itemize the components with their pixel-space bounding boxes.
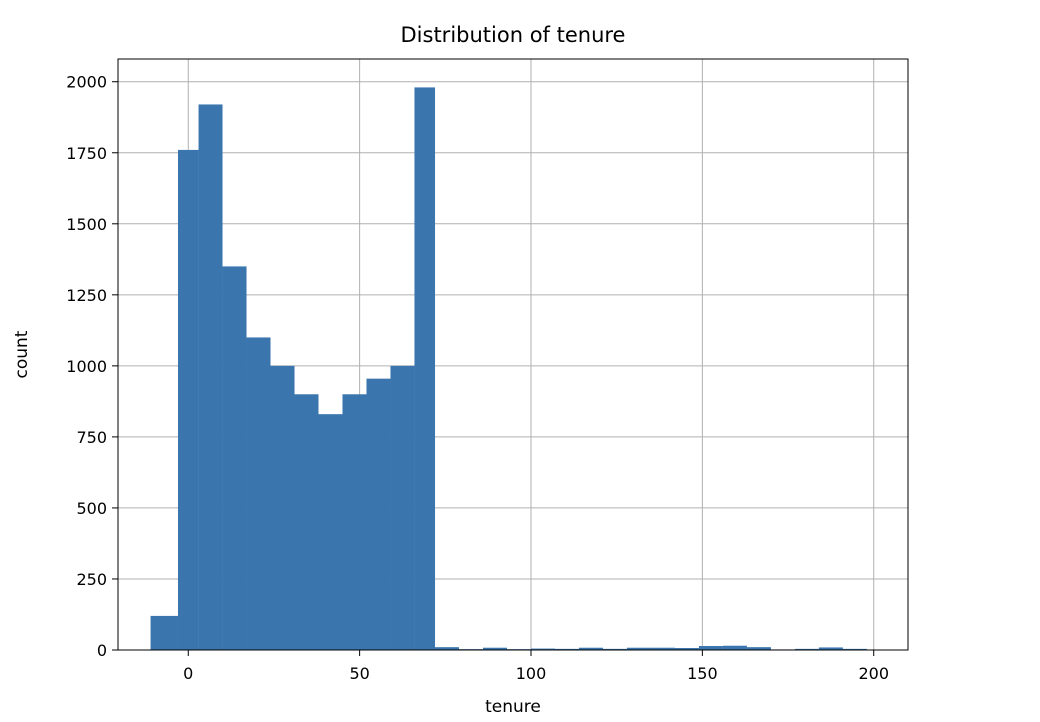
- histogram-bar: [366, 378, 391, 650]
- histogram-bar: [222, 266, 247, 650]
- plot-frame: [117, 58, 909, 651]
- x-axis-label: tenure: [485, 697, 541, 717]
- histogram-bar: [554, 648, 579, 650]
- y-tick-label: 1000: [66, 357, 107, 376]
- histogram-bar: [746, 647, 771, 650]
- y-tick-label: 750: [76, 428, 107, 447]
- histogram-bar: [626, 647, 651, 650]
- y-tick-label: 250: [76, 570, 107, 589]
- y-tick-label: 2000: [66, 73, 107, 92]
- x-axis-ticks: 0 50 100 150 200: [183, 650, 889, 683]
- histogram-bar: [435, 647, 460, 650]
- x-tick-label: 50: [349, 664, 369, 683]
- y-tick-label: 1250: [66, 286, 107, 305]
- histogram-bar: [530, 648, 555, 650]
- x-tick-label: 100: [516, 664, 547, 683]
- y-tick-label: 500: [76, 499, 107, 518]
- histogram-bar: [722, 645, 747, 650]
- x-tick-label: 200: [858, 664, 889, 683]
- histogram-bar: [818, 647, 843, 650]
- y-axis-label: count: [12, 330, 32, 378]
- histogram-bar: [390, 365, 415, 650]
- histogram-bar: [650, 647, 675, 650]
- x-tick-label: 0: [183, 664, 193, 683]
- x-tick-label: 150: [687, 664, 718, 683]
- histogram-bar: [483, 647, 508, 650]
- histogram-bar: [318, 414, 343, 650]
- histogram-bar: [674, 648, 699, 650]
- y-tick-label: 0: [97, 641, 107, 660]
- histogram-bar: [342, 394, 367, 650]
- histogram-bar: [698, 646, 723, 650]
- histogram-bars: [150, 87, 867, 651]
- histogram-bar: [842, 648, 867, 650]
- y-axis-ticks: 0 250 500 750 1000 1250 1500 1750 2000: [66, 73, 118, 660]
- histogram-bar: [177, 149, 199, 650]
- chart-title: Distribution of tenure: [401, 23, 626, 47]
- histogram-bar: [602, 648, 627, 650]
- histogram-bar: [270, 365, 295, 650]
- histogram-bar: [794, 648, 819, 650]
- histogram-bar: [414, 87, 436, 651]
- histogram-bar: [578, 647, 603, 650]
- y-tick-label: 1750: [66, 144, 107, 163]
- histogram-bar: [294, 394, 319, 650]
- y-tick-label: 1500: [66, 215, 107, 234]
- histogram-bar: [246, 337, 271, 650]
- histogram-bar: [198, 104, 223, 650]
- histogram-bar: [150, 615, 178, 650]
